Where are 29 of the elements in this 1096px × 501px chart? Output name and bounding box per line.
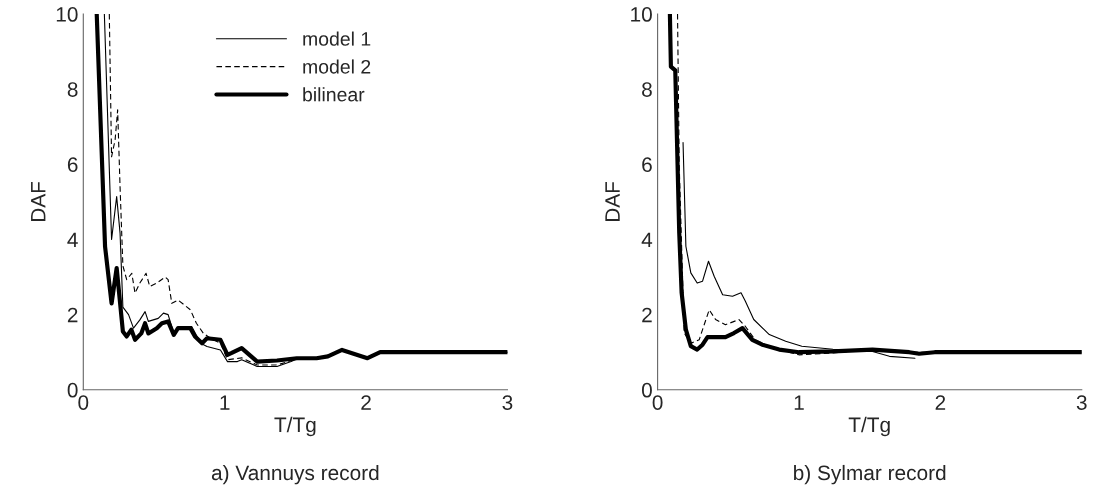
x-tick-label: 2 xyxy=(935,395,946,410)
y-axis-title: DAF xyxy=(605,181,620,222)
y-tick-label: 2 xyxy=(67,307,78,323)
legend-label: model 2 xyxy=(303,59,371,74)
legend-label: bilinear xyxy=(303,87,365,102)
y-tick-label: 0 xyxy=(641,382,652,398)
y-tick-label: 10 xyxy=(56,7,78,22)
x-tick-label: 3 xyxy=(1076,395,1087,410)
y-tick-label: 4 xyxy=(641,232,653,248)
text: a) Vannuys record xyxy=(211,464,379,485)
y-tick-label: 6 xyxy=(642,157,652,173)
y-tick-label: 8 xyxy=(642,82,652,97)
y-axis-title: DAF xyxy=(31,181,46,222)
x-tick-label: 2 xyxy=(361,395,371,410)
y-tick-label: 8 xyxy=(67,82,78,97)
x-tick-label: 0 xyxy=(78,395,89,410)
text: b) Sylmar record xyxy=(794,464,946,485)
x-axis-title: T/Tg xyxy=(274,416,316,437)
y-tick-label: 10 xyxy=(631,7,652,22)
y-tick-label: 2 xyxy=(642,307,652,323)
y-tick-label: 6 xyxy=(67,157,78,173)
x-tick-label: 1 xyxy=(794,395,804,410)
y-tick-label: 4 xyxy=(67,232,78,248)
x-tick-label: 1 xyxy=(220,395,230,410)
x-axis-title: T/Tg xyxy=(848,416,890,437)
x-tick-label: 3 xyxy=(502,395,513,410)
y-tick-label: 0 xyxy=(67,382,78,398)
legend-label: model 1 xyxy=(303,31,371,46)
x-tick-label: 0 xyxy=(652,395,663,410)
